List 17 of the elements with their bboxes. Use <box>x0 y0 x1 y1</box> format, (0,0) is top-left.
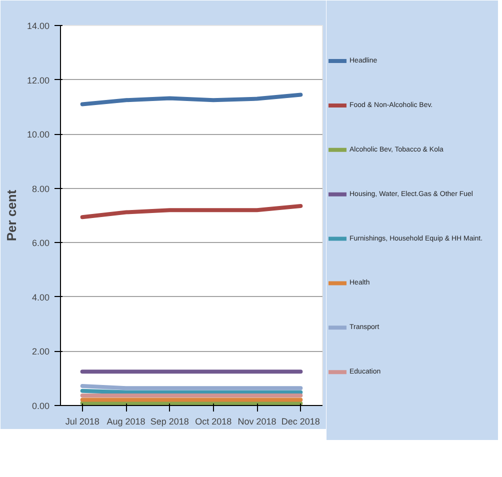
y-tick-label: 10.00 <box>26 130 50 140</box>
x-tick-label: Aug 2018 <box>106 416 146 426</box>
x-tick-label: Sep 2018 <box>150 416 189 426</box>
line-series <box>80 92 303 106</box>
x-tick-label: Jul 2018 <box>65 416 100 426</box>
x-tick-label: Oct 2018 <box>195 416 232 426</box>
y-tick-label: 4.00 <box>32 292 50 302</box>
x-tick-label: Dec 2018 <box>281 416 320 426</box>
y-tick-label: 14.00 <box>26 21 50 31</box>
y-tick-label: 6.00 <box>32 238 50 248</box>
y-tick-label: 0.00 <box>32 401 50 411</box>
y-tick-label: 2.00 <box>32 346 50 357</box>
y-tick-label: 12.00 <box>26 75 50 86</box>
x-tick-label: Nov 2018 <box>238 416 276 426</box>
y-axis-title: Per cent <box>4 189 19 242</box>
line-series <box>80 204 303 220</box>
y-tick-label: 8.00 <box>32 184 50 194</box>
